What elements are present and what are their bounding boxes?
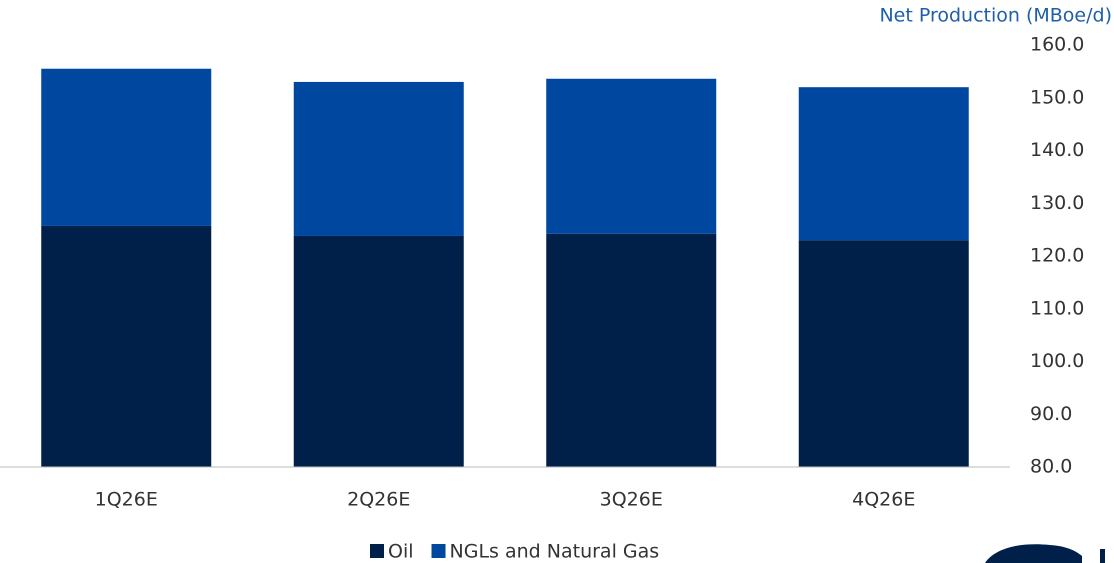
x-tick-label: 3Q26E — [600, 489, 663, 511]
bar-segment — [41, 68, 212, 226]
legend-swatch — [431, 544, 446, 558]
y-tick-label: 120.0 — [1030, 245, 1084, 267]
x-tick-label: 1Q26E — [95, 489, 158, 511]
legend-label: Oil — [388, 541, 414, 563]
bar-segment — [798, 87, 969, 241]
bar-segment — [293, 81, 464, 236]
bar-segment — [546, 233, 717, 467]
legend-label: NGLs and Natural Gas — [450, 541, 660, 563]
legend-swatch — [370, 544, 384, 558]
y-tick-label: 80.0 — [1030, 456, 1072, 478]
y-tick-label: 90.0 — [1030, 403, 1072, 425]
y-tick-label: 140.0 — [1030, 139, 1084, 161]
y-tick-label: 110.0 — [1030, 297, 1084, 319]
y-tick-label: 160.0 — [1030, 34, 1084, 56]
y-tick-label: 130.0 — [1030, 192, 1084, 214]
y-tick-label: 100.0 — [1030, 350, 1084, 372]
x-tick-label: 4Q26E — [852, 489, 915, 511]
logo — [985, 544, 1082, 563]
y-axis-title: Net Production (MBoe/d) — [879, 5, 1112, 27]
bar-segment — [41, 225, 212, 467]
logo — [1100, 549, 1105, 563]
bar-segment — [798, 240, 969, 467]
bar-segment — [293, 235, 464, 467]
x-tick-label: 2Q26E — [347, 489, 410, 511]
y-tick-label: 150.0 — [1030, 86, 1084, 108]
bar-segment — [546, 78, 717, 234]
